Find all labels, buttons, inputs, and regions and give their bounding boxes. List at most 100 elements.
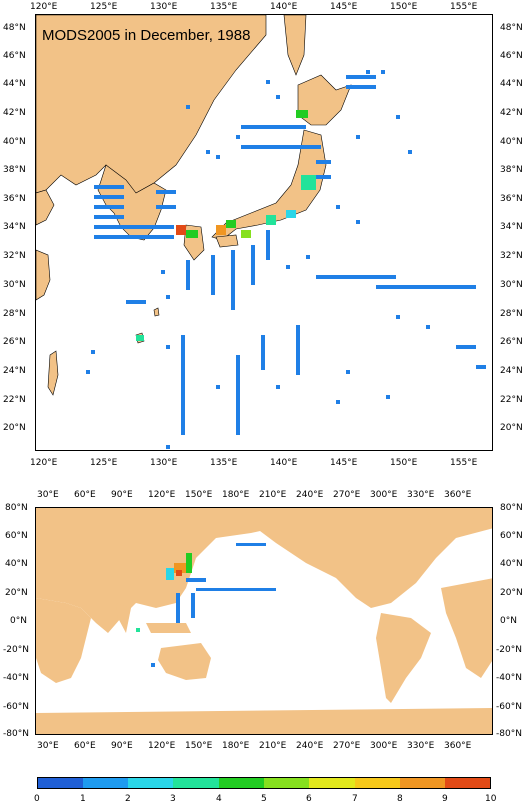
colorbar-segment <box>128 777 173 789</box>
lat-label: 24°N <box>500 366 523 376</box>
world-observation-cells <box>136 543 276 667</box>
colorbar-label: 1 <box>80 794 86 804</box>
lon-label: 155°E <box>450 2 478 12</box>
colorbar-segment <box>355 777 400 789</box>
lat-label: 40°N <box>500 137 523 147</box>
japan-map-panel <box>35 14 493 451</box>
lon-label: 30°E <box>37 741 59 751</box>
lat-label: 34°N <box>3 222 26 232</box>
lat-label: 34°N <box>500 222 523 232</box>
world-map-panel <box>35 507 493 735</box>
lon-label: 30°E <box>37 490 59 500</box>
lon-label: 130°E <box>150 2 178 12</box>
lat-label: 32°N <box>3 251 26 261</box>
antarctica-land <box>36 708 492 734</box>
lat-label: 0°N <box>500 616 517 626</box>
lon-label: 150°E <box>390 458 418 468</box>
australia-land <box>158 643 211 680</box>
colorbar-label: 3 <box>170 794 176 804</box>
hokkaido-land <box>297 74 352 126</box>
lon-label: 120°E <box>148 490 176 500</box>
colorbar-label: 5 <box>261 794 267 804</box>
lon-label: 60°E <box>74 741 96 751</box>
japan-map-svg <box>36 15 486 449</box>
lon-label: 140°E <box>270 2 298 12</box>
taiwan-land <box>47 350 59 396</box>
lon-label: 180°E <box>222 741 250 751</box>
lat-label: 28°N <box>3 309 26 319</box>
colorbar-segment <box>173 777 219 789</box>
lat-label: 0°N <box>10 616 27 626</box>
colorbar-label: 9 <box>442 794 448 804</box>
lat-label: 38°N <box>500 165 523 175</box>
lon-label: 150°E <box>390 2 418 12</box>
lon-label: 330°E <box>407 490 435 500</box>
colorbar-label: 8 <box>397 794 403 804</box>
colorbar-segment <box>445 777 491 789</box>
colorbar-segment <box>264 777 309 789</box>
lat-label: -40°N <box>3 673 29 683</box>
lon-label: 120°E <box>30 458 58 468</box>
africa-wrap-land <box>441 578 492 678</box>
ryukyu-island-2 <box>153 307 160 317</box>
colorbar-label: 6 <box>306 794 312 804</box>
lon-label: 135°E <box>210 458 238 468</box>
lat-label: -20°N <box>496 645 522 655</box>
lat-label: 26°N <box>500 337 523 347</box>
lat-label: 28°N <box>500 309 523 319</box>
lon-label: 150°E <box>185 741 213 751</box>
lon-label: 240°E <box>296 741 324 751</box>
lat-label: -80°N <box>3 729 29 739</box>
lon-label: 360°E <box>444 490 472 500</box>
lat-label: 46°N <box>3 51 26 61</box>
lon-label: 145°E <box>330 458 358 468</box>
lat-label: 36°N <box>500 194 523 204</box>
lat-label: 26°N <box>3 337 26 347</box>
colorbar-label: 4 <box>216 794 222 804</box>
lon-label: 145°E <box>330 2 358 12</box>
colorbar-segment <box>37 777 83 789</box>
lat-label: -60°N <box>496 702 522 712</box>
lat-label: 24°N <box>3 366 26 376</box>
lon-label: 210°E <box>259 741 287 751</box>
lat-label: 36°N <box>3 194 26 204</box>
colorbar-segment <box>309 777 355 789</box>
lon-label: 360°E <box>444 741 472 751</box>
lat-label: 44°N <box>3 79 26 89</box>
indonesia-land <box>146 623 191 633</box>
shikoku-land <box>215 234 239 248</box>
lat-label: 80°N <box>500 503 523 513</box>
mods-high-density-cells <box>136 110 316 341</box>
lat-label: 20°N <box>500 423 523 433</box>
lat-label: 42°N <box>3 108 26 118</box>
lon-label: 90°E <box>111 741 133 751</box>
lon-label: 60°E <box>74 490 96 500</box>
lat-label: 22°N <box>3 395 26 405</box>
lon-label: 120°E <box>30 2 58 12</box>
world-map-svg <box>36 508 492 734</box>
lon-label: 180°E <box>222 490 250 500</box>
lon-label: 300°E <box>370 490 398 500</box>
lon-label: 210°E <box>259 490 287 500</box>
lon-label: 135°E <box>210 2 238 12</box>
lat-label: 80°N <box>5 503 28 513</box>
lat-label: 40°N <box>3 137 26 147</box>
lat-label: -60°N <box>3 702 29 712</box>
lat-label: 30°N <box>500 280 523 290</box>
lat-label: 38°N <box>3 165 26 175</box>
china-south-land <box>36 249 51 301</box>
lon-label: 270°E <box>333 741 361 751</box>
lat-label: 22°N <box>500 395 523 405</box>
lon-label: 155°E <box>450 458 478 468</box>
lat-label: -20°N <box>3 645 29 655</box>
lat-label: -80°N <box>496 729 522 739</box>
lat-label: 40°N <box>500 559 523 569</box>
lon-label: 330°E <box>407 741 435 751</box>
colorbar-label: 10 <box>485 794 497 804</box>
lon-label: 120°E <box>148 741 176 751</box>
lon-label: 300°E <box>370 741 398 751</box>
lon-label: 90°E <box>111 490 133 500</box>
lat-label: 32°N <box>500 251 523 261</box>
lat-label: 48°N <box>500 23 523 33</box>
lat-label: 40°N <box>5 559 28 569</box>
